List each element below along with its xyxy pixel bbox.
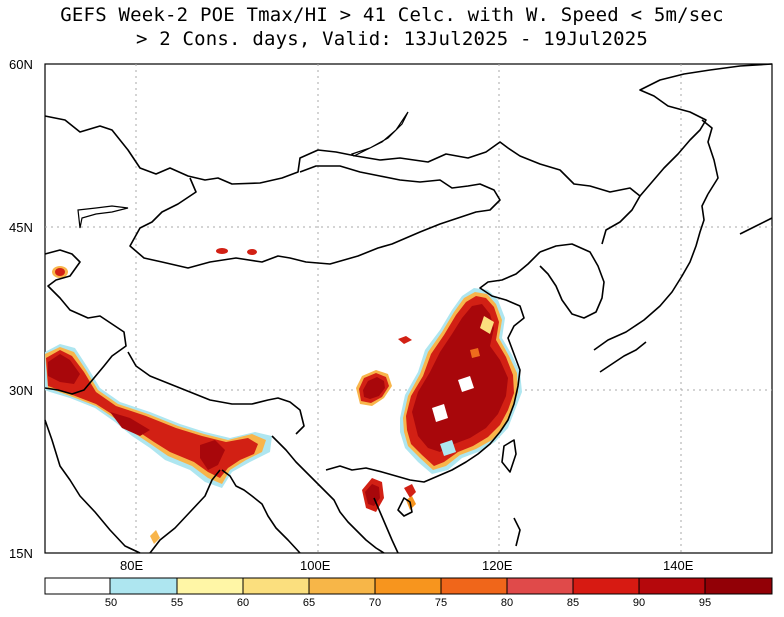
- poe-region-north-india: [45, 344, 272, 544]
- poe-region-east-china: [400, 288, 522, 474]
- map-title-line-1: GEFS Week-2 POE Tmax/HI > 41 Celc. with …: [60, 4, 724, 26]
- poe-shading: [45, 248, 522, 544]
- colorbar-tick-75: 75: [434, 597, 448, 609]
- poe-region-sichuan: [356, 336, 412, 406]
- grid-lines: [45, 64, 772, 553]
- lakes: [77, 111, 409, 229]
- lat-label-30n: 30N: [9, 383, 33, 398]
- colorbar-tick-60: 60: [236, 597, 250, 609]
- map-frame: [44, 63, 773, 554]
- colorbar: [44, 577, 773, 595]
- lat-label-45n: 45N: [9, 220, 33, 235]
- lon-label-100e: 100E: [300, 558, 331, 573]
- colorbar-tick-70: 70: [368, 597, 382, 609]
- lon-label-80e: 80E: [120, 558, 144, 573]
- colorbar-tick-50: 50: [104, 597, 118, 609]
- colorbar-tick-90: 90: [632, 597, 646, 609]
- lat-label-15n: 15N: [9, 546, 33, 561]
- lon-label-140e: 140E: [663, 558, 694, 573]
- lat-label-60n: 60N: [9, 57, 33, 72]
- lon-label-120e: 120E: [482, 558, 513, 573]
- colorbar-tick-65: 65: [302, 597, 316, 609]
- colorbar-tick-80: 80: [500, 597, 514, 609]
- colorbar-tick-95: 95: [698, 597, 712, 609]
- colorbar-tick-85: 85: [566, 597, 580, 609]
- poe-region-small-spots: [52, 248, 257, 278]
- poe-region-south: [362, 478, 416, 512]
- map-title-line-2: > 2 Cons. days, Valid: 13Jul2025 - 19Jul…: [135, 28, 649, 50]
- country-borders: [44, 63, 773, 554]
- colorbar-tick-55: 55: [170, 597, 184, 609]
